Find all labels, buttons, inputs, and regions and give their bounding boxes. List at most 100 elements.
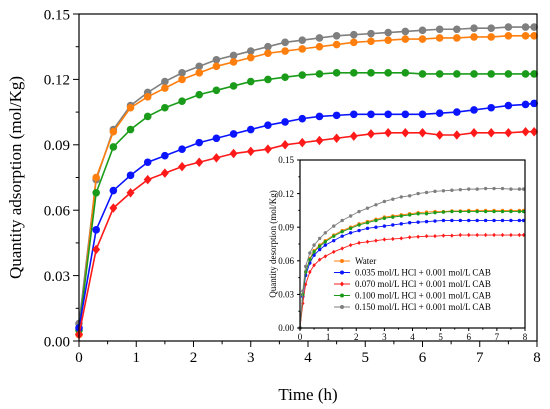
inset-background — [300, 160, 525, 328]
series-3-point — [357, 223, 361, 227]
series-1-point — [433, 219, 437, 223]
legend-label-4: 0.150 mol/L HCl + 0.001 mol/L CAB — [355, 302, 491, 312]
series-2-point — [178, 97, 186, 105]
series-4-point — [416, 191, 420, 196]
series-2-point — [399, 236, 404, 241]
series-1-point — [441, 218, 446, 223]
series-2-point — [92, 188, 100, 197]
series-2-point — [350, 69, 358, 77]
main-y-tick-label: 0.03 — [44, 269, 70, 285]
main-x-tick-label: 4 — [304, 350, 312, 366]
series-4-point — [467, 187, 471, 191]
series-4-point — [521, 126, 530, 137]
series-1-point — [435, 34, 444, 42]
series-4-point — [452, 130, 461, 140]
series-1-point — [453, 34, 461, 42]
legend-marker-0 — [340, 259, 344, 263]
series-4-point — [450, 188, 454, 192]
series-1-point — [298, 45, 307, 53]
series-4-point — [391, 197, 395, 201]
legend-marker-2 — [339, 281, 345, 287]
series-2-point — [483, 232, 488, 238]
series-4-point — [317, 236, 322, 241]
series-4-point — [229, 148, 238, 159]
series-3-point — [109, 186, 118, 195]
series-3-point — [298, 114, 307, 123]
series-1-point — [178, 75, 186, 84]
main-y-tick-label: 0.09 — [44, 138, 70, 154]
series-3-point — [517, 209, 522, 214]
main-x-axis-label: Time (h) — [278, 385, 337, 404]
series-1-point — [229, 58, 238, 66]
series-1 — [75, 32, 538, 339]
series-2-point — [450, 233, 454, 238]
series-0-point — [487, 24, 496, 32]
series-4-point — [424, 190, 429, 195]
series-1-point — [391, 223, 395, 227]
series-2-point — [521, 70, 530, 78]
inset-x-tick-label: 0 — [298, 332, 303, 342]
series-2-point — [374, 238, 378, 243]
series-1-point — [332, 40, 341, 49]
series-2-point — [332, 69, 341, 77]
series-4-point — [195, 157, 204, 167]
series-2-point — [466, 232, 471, 238]
series-2-point — [126, 125, 135, 134]
main-y-axis-label: Quantity adsorption (mol/Kg) — [6, 76, 25, 279]
main-x-tick-label: 7 — [476, 350, 484, 366]
series-1-point — [407, 221, 412, 225]
series-2-point — [143, 112, 152, 121]
legend: Water 0.035 mol/L HCl + 0.001 mol/L CAB 0.… — [334, 256, 491, 312]
series-3-point — [416, 212, 420, 216]
series-2-point — [391, 236, 395, 242]
series-3-point — [450, 209, 454, 214]
series-2-point — [416, 234, 420, 239]
series-2-point — [418, 70, 427, 78]
series-3-point — [391, 215, 395, 219]
inset-y-tick-label: 0.09 — [278, 222, 294, 232]
series-1-point — [467, 218, 471, 223]
series-0-point — [384, 28, 392, 37]
inset-x-tick-label: 3 — [382, 332, 387, 342]
series-0-point — [504, 23, 513, 31]
series-4-point — [143, 174, 152, 185]
series-2-point — [424, 234, 429, 239]
series-4-point — [263, 144, 272, 154]
series-2-point — [453, 70, 461, 78]
series-0-point — [315, 34, 324, 42]
series-3-point — [530, 99, 538, 108]
series-4-point — [487, 128, 496, 138]
series-3-point — [382, 216, 387, 220]
series-3-point — [161, 151, 169, 160]
series-1-point — [315, 42, 324, 51]
legend-label-1: 0.035 mol/L HCl + 0.001 mol/L CAB — [355, 268, 491, 278]
inset-x-tick-label: 4 — [410, 332, 415, 342]
legend-label-0: Water — [355, 256, 376, 266]
legend-marker-4 — [340, 305, 344, 309]
series-4-point — [500, 186, 505, 191]
series-3-point — [340, 229, 344, 234]
series-4-point — [109, 203, 118, 213]
series-3-point — [367, 110, 375, 119]
series-1-point — [521, 32, 530, 40]
series-1-point — [195, 69, 204, 77]
legend-marker-3 — [340, 293, 344, 298]
series-3-point — [424, 212, 429, 216]
series-4-point — [92, 244, 101, 255]
series-1-point — [487, 33, 496, 41]
series-2-point — [487, 70, 496, 78]
inset-plot: 0 1 2 3 4 5 6 7 8 0.00 0.03 0.06 0.09 0.12 0.15 Quantit… — [268, 155, 528, 342]
series-2-point — [340, 246, 344, 251]
inset-y-tick-label: 0.00 — [278, 323, 294, 333]
series-1-point — [424, 219, 429, 224]
series-2-point — [298, 71, 307, 79]
series-0-point — [453, 25, 461, 34]
series-2-point — [323, 254, 328, 259]
series-2-point — [312, 263, 316, 268]
series-1-point — [350, 38, 358, 47]
series-2-point — [264, 75, 272, 84]
main-x-tick-label: 5 — [362, 350, 370, 366]
series-0-point — [195, 62, 204, 71]
series-2-point — [246, 77, 255, 86]
series-3-point — [492, 209, 496, 214]
